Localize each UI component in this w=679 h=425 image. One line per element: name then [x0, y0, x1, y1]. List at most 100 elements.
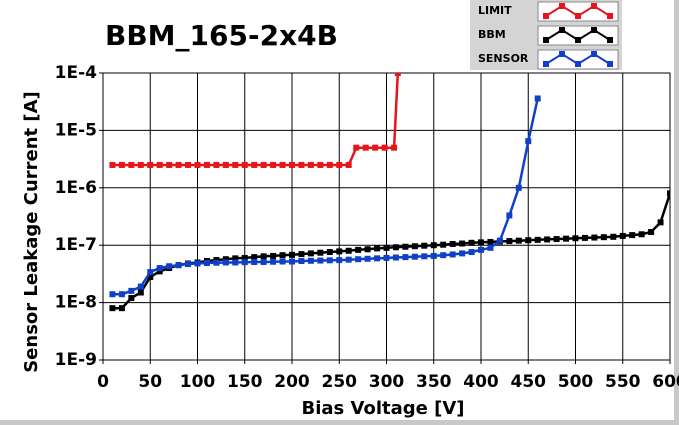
point-marker	[657, 219, 664, 226]
point-marker	[591, 234, 598, 241]
x-tick-label: 450	[511, 372, 547, 392]
point-marker	[128, 295, 135, 302]
point-marker	[298, 251, 305, 258]
point-marker	[402, 254, 409, 261]
point-marker	[326, 249, 333, 256]
legend-label: SENSOR	[478, 52, 529, 65]
series-line	[112, 98, 539, 296]
legend-swatch-marker	[607, 13, 613, 19]
x-tick-label: 250	[322, 372, 358, 392]
point-marker	[279, 161, 286, 168]
point-marker	[194, 260, 201, 267]
point-marker	[421, 253, 428, 260]
point-marker	[383, 244, 390, 251]
y-tick-label: 1E-8	[55, 293, 97, 313]
point-marker	[667, 190, 670, 197]
point-marker	[506, 212, 513, 219]
point-marker	[553, 236, 560, 243]
legend-swatch-marker	[607, 37, 613, 43]
y-axis-label: Sensor Leakage Current [A]	[21, 91, 42, 373]
y-tick-label: 1E-5	[55, 120, 97, 140]
point-marker	[430, 242, 437, 249]
point-marker	[345, 256, 352, 263]
legend-swatch-marker	[543, 13, 549, 19]
point-marker	[392, 254, 399, 261]
point-marker	[336, 248, 343, 255]
point-marker	[515, 237, 522, 244]
point-marker	[374, 245, 381, 252]
point-marker	[222, 161, 229, 168]
point-marker	[534, 236, 541, 243]
point-marker	[118, 305, 125, 312]
point-marker	[241, 161, 248, 168]
point-marker	[534, 95, 541, 102]
point-marker	[487, 244, 494, 251]
point-marker	[175, 161, 182, 168]
window-edge	[0, 420, 679, 425]
point-marker	[289, 161, 295, 168]
point-marker	[610, 233, 617, 240]
x-tick-label: 100	[180, 372, 216, 392]
point-marker	[307, 161, 314, 168]
point-marker	[459, 240, 466, 247]
point-marker	[364, 255, 371, 262]
point-marker	[203, 161, 210, 168]
point-marker	[544, 236, 551, 243]
legend-swatch-marker	[559, 3, 565, 9]
x-tick-label: 150	[227, 372, 263, 392]
point-marker	[372, 144, 379, 151]
point-marker	[440, 252, 447, 259]
point-marker	[147, 269, 154, 276]
point-marker	[203, 259, 210, 266]
point-marker	[307, 257, 314, 264]
legend-swatch-marker	[591, 51, 597, 57]
point-marker	[468, 249, 475, 256]
x-tick-label: 200	[274, 372, 310, 392]
point-marker	[345, 247, 352, 254]
point-marker	[563, 235, 570, 242]
point-marker	[156, 265, 163, 272]
point-marker	[411, 253, 418, 260]
point-marker	[515, 184, 522, 191]
x-tick-label: 0	[97, 372, 109, 392]
point-marker	[326, 257, 333, 264]
window-edge	[674, 0, 679, 425]
point-marker	[194, 161, 201, 168]
point-marker	[270, 258, 277, 265]
point-marker	[364, 246, 371, 253]
x-tick-label: 50	[138, 372, 162, 392]
point-marker	[137, 289, 144, 296]
legend-swatch-marker	[559, 27, 565, 33]
point-marker	[326, 161, 333, 168]
point-marker	[391, 144, 398, 151]
point-marker	[166, 161, 173, 168]
y-tick-label: 1E-9	[55, 350, 97, 370]
point-marker	[156, 161, 163, 168]
legend-swatch-marker	[559, 51, 565, 57]
legend-swatch-box	[537, 49, 619, 70]
point-marker	[449, 240, 456, 247]
point-marker	[478, 239, 484, 246]
legend-swatch-marker	[543, 61, 549, 67]
y-tick-label: 1E-6	[55, 178, 97, 198]
point-marker	[381, 144, 388, 151]
legend-swatch-marker	[575, 37, 581, 43]
point-marker	[109, 161, 116, 168]
legend-swatch-marker	[607, 61, 613, 67]
point-marker	[317, 161, 324, 168]
point-marker	[459, 250, 466, 257]
point-marker	[394, 73, 401, 76]
point-marker	[374, 255, 381, 262]
chart-title: BBM_165-2x4B	[105, 19, 338, 52]
point-marker	[648, 228, 655, 235]
point-marker	[449, 251, 456, 258]
point-marker	[147, 273, 154, 280]
x-tick-label: 600	[652, 372, 679, 392]
point-marker	[251, 161, 258, 168]
point-marker	[270, 252, 277, 259]
point-marker	[421, 242, 428, 249]
legend-swatch-marker	[575, 13, 581, 19]
point-marker	[232, 259, 239, 266]
point-marker	[440, 241, 447, 248]
